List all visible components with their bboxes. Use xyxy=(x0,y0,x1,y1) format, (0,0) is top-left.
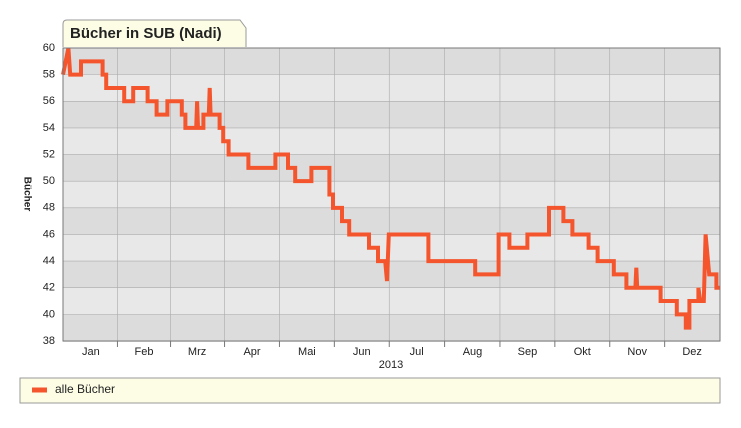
plot-area xyxy=(63,48,720,342)
x-tick-label: Nov xyxy=(627,346,647,358)
band xyxy=(63,101,720,128)
y-tick-label: 56 xyxy=(43,95,55,107)
y-tick-label: 50 xyxy=(43,175,55,187)
x-tick-label: Dez xyxy=(682,346,702,358)
y-axis-label: Bücher xyxy=(21,177,32,212)
y-tick-label: 48 xyxy=(43,202,55,214)
plot-frame xyxy=(62,47,721,342)
y-tick-label: 46 xyxy=(43,228,55,240)
band xyxy=(63,207,720,235)
x-tick-label: Okt xyxy=(574,346,591,358)
chart-title: Bücher in SUB (Nadi) xyxy=(70,25,222,42)
lines xyxy=(61,47,720,330)
y-tick-label: 52 xyxy=(43,148,55,160)
band xyxy=(63,314,720,341)
x-tick-label: Jun xyxy=(353,346,371,358)
bands xyxy=(63,48,720,341)
y-tick-label: 40 xyxy=(43,308,55,320)
title-box xyxy=(62,19,247,47)
band xyxy=(63,261,720,288)
band xyxy=(63,154,720,182)
y-tick-label: 42 xyxy=(43,282,55,294)
x-axis-label: 2013 xyxy=(379,359,403,371)
y-tick-label: 58 xyxy=(43,69,55,81)
y-tick-label: 38 xyxy=(43,335,55,347)
legend xyxy=(19,377,721,404)
y-tick-label: 60 xyxy=(43,42,55,54)
x-tick-label: Mrz xyxy=(188,346,206,358)
x-tick-label: Sep xyxy=(518,346,538,358)
y-tick-label: 54 xyxy=(43,122,55,134)
legend-label: alle Bücher xyxy=(55,382,115,396)
x-tick-label: Feb xyxy=(135,346,154,358)
x-tick-label: Mai xyxy=(298,346,316,358)
x-tick-label: Jan xyxy=(82,346,100,358)
x-tick-label: Jul xyxy=(410,346,424,358)
y-tick-label: 44 xyxy=(43,255,55,267)
x-tick-label: Aug xyxy=(463,346,483,358)
x-tick-label: Apr xyxy=(243,346,260,358)
series-line xyxy=(61,47,720,330)
band xyxy=(63,48,720,75)
